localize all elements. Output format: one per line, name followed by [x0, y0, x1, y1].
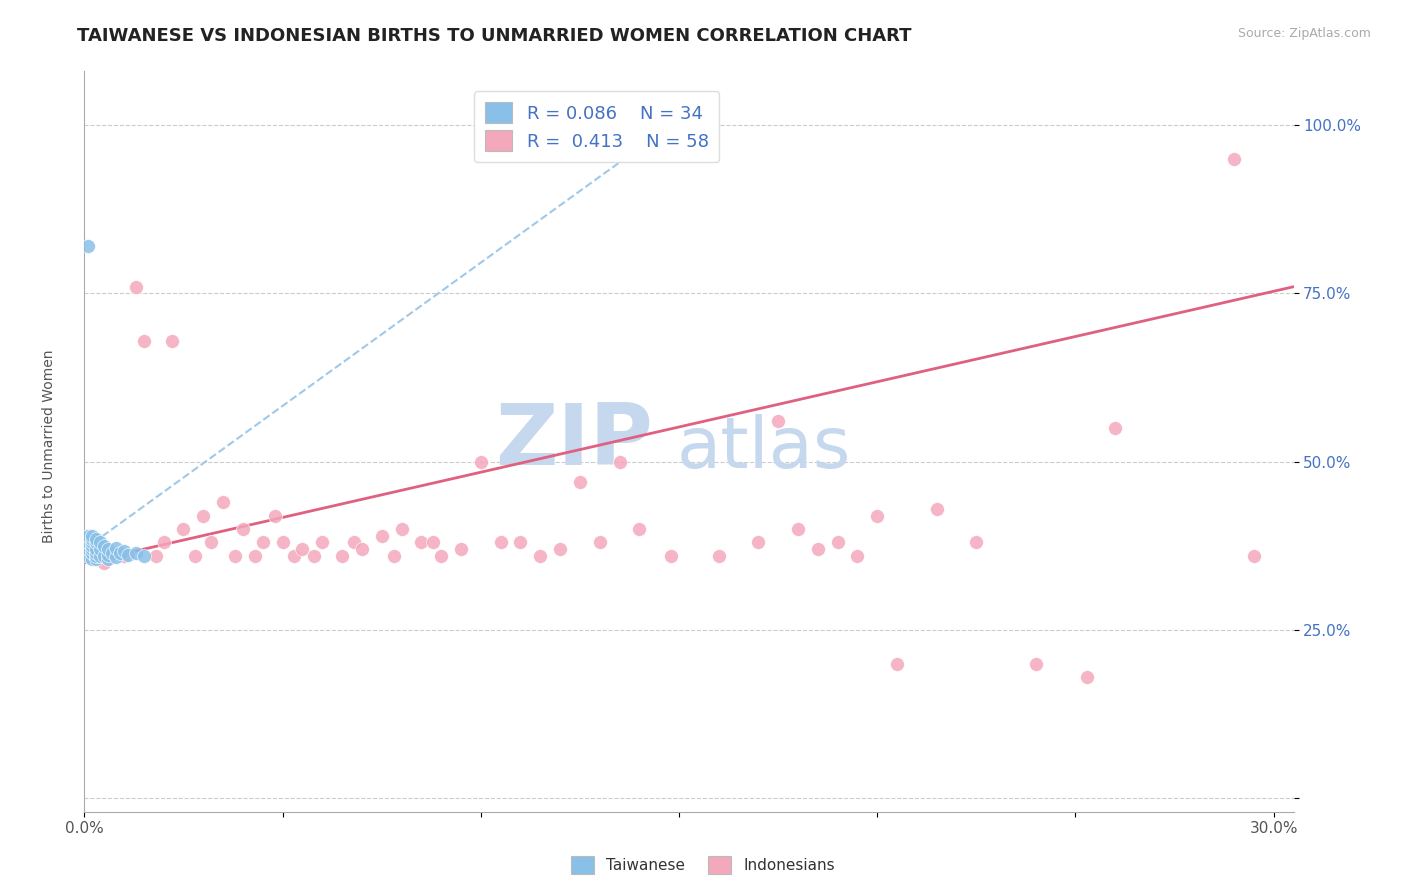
Point — [160, 334, 183, 348]
Point — [243, 549, 266, 563]
Point — [89, 542, 111, 557]
Point — [866, 508, 889, 523]
Point — [200, 535, 222, 549]
Point — [105, 541, 128, 555]
Point — [125, 546, 148, 560]
Point — [311, 535, 333, 549]
Point — [145, 549, 167, 563]
Point — [108, 546, 131, 560]
Point — [97, 552, 120, 566]
Point — [568, 475, 591, 489]
Point — [82, 539, 104, 553]
Point — [84, 535, 107, 549]
Text: Births to Unmarried Women: Births to Unmarried Women — [42, 350, 56, 542]
Point — [82, 546, 104, 560]
Point — [117, 548, 139, 562]
Point — [707, 549, 730, 563]
Point — [1243, 549, 1265, 563]
Point — [343, 535, 366, 549]
Point — [84, 542, 107, 557]
Point — [548, 542, 571, 557]
Point — [105, 550, 128, 565]
Point — [84, 532, 107, 546]
Point — [125, 279, 148, 293]
Point — [925, 501, 948, 516]
Point — [291, 542, 314, 557]
Point — [846, 549, 869, 563]
Point — [609, 455, 631, 469]
Point — [77, 239, 100, 253]
Point — [271, 535, 294, 549]
Point — [224, 549, 246, 563]
Point — [370, 529, 392, 543]
Text: ZIP: ZIP — [495, 400, 652, 483]
Point — [1104, 421, 1126, 435]
Point — [529, 549, 551, 563]
Point — [807, 542, 830, 557]
Point — [350, 542, 373, 557]
Point — [112, 543, 135, 558]
Point — [1076, 670, 1098, 684]
Point — [212, 495, 235, 509]
Point — [184, 549, 207, 563]
Point — [589, 535, 612, 549]
Point — [489, 535, 512, 549]
Point — [89, 549, 111, 563]
Point — [766, 414, 789, 428]
Point — [93, 556, 115, 570]
Point — [193, 508, 215, 523]
Point — [263, 508, 285, 523]
Point — [232, 522, 254, 536]
Point — [82, 532, 104, 546]
Point — [82, 552, 104, 566]
Point — [84, 546, 107, 560]
Point — [97, 548, 120, 562]
Point — [112, 549, 135, 563]
Point — [252, 535, 274, 549]
Point — [82, 542, 104, 557]
Point — [172, 522, 194, 536]
Point — [422, 535, 444, 549]
Text: Source: ZipAtlas.com: Source: ZipAtlas.com — [1237, 27, 1371, 40]
Text: TAIWANESE VS INDONESIAN BIRTHS TO UNMARRIED WOMEN CORRELATION CHART: TAIWANESE VS INDONESIAN BIRTHS TO UNMARR… — [77, 27, 912, 45]
Point — [101, 546, 124, 560]
Point — [382, 549, 405, 563]
Point — [132, 549, 155, 563]
Point — [1223, 152, 1246, 166]
Point — [283, 549, 305, 563]
Point — [82, 535, 104, 549]
Point — [84, 552, 107, 566]
Point — [787, 522, 810, 536]
Point — [304, 549, 326, 563]
Point — [827, 535, 849, 549]
Point — [886, 657, 908, 671]
Point — [89, 535, 111, 549]
Point — [93, 549, 115, 563]
Text: atlas: atlas — [676, 415, 851, 483]
Point — [659, 549, 682, 563]
Point — [450, 542, 472, 557]
Point — [330, 549, 353, 563]
Point — [1025, 657, 1047, 671]
Point — [82, 529, 104, 543]
Point — [97, 542, 120, 557]
Point — [152, 535, 174, 549]
Point — [509, 535, 531, 549]
Point — [411, 535, 433, 549]
Point — [77, 542, 100, 557]
Point — [965, 535, 987, 549]
Legend: R = 0.086    N = 34, R =  0.413    N = 58: R = 0.086 N = 34, R = 0.413 N = 58 — [474, 92, 720, 162]
Point — [84, 549, 107, 563]
Point — [77, 535, 100, 549]
Point — [628, 522, 651, 536]
Point — [470, 455, 492, 469]
Point — [77, 529, 100, 543]
Point — [77, 549, 100, 563]
Point — [132, 334, 155, 348]
Point — [93, 539, 115, 553]
Legend: Taiwanese, Indonesians: Taiwanese, Indonesians — [565, 850, 841, 880]
Point — [747, 535, 769, 549]
Point — [430, 549, 453, 563]
Point — [391, 522, 413, 536]
